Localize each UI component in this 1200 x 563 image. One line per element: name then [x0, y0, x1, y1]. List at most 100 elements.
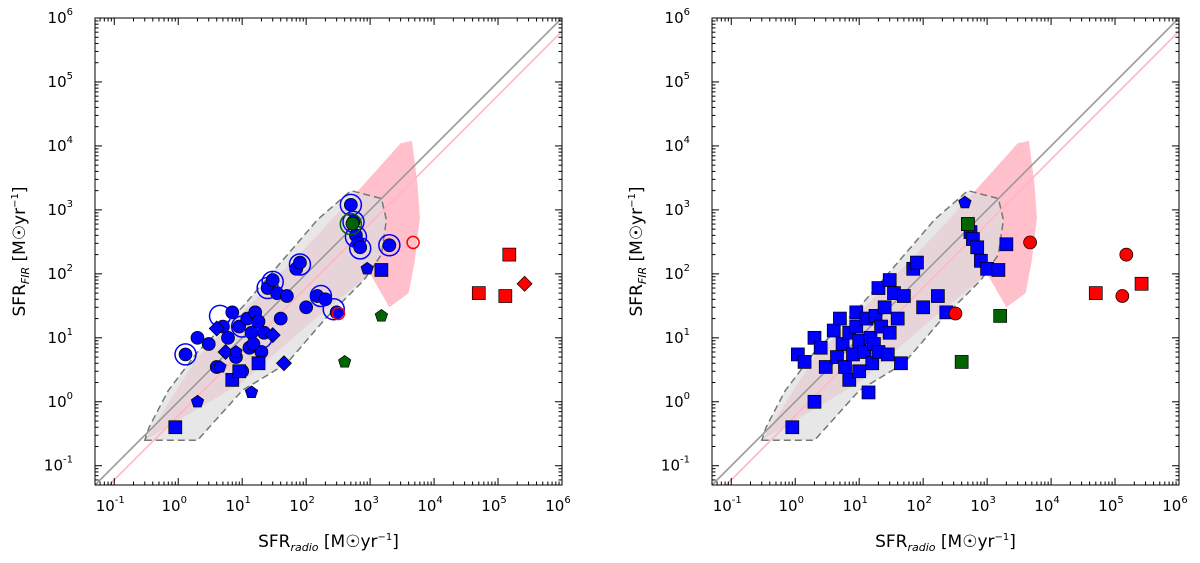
plot-area	[95, 18, 562, 485]
blue-square-point	[833, 311, 847, 326]
green-pentagon-point	[338, 354, 352, 368]
blue-ringed-point	[322, 297, 345, 321]
green-circle-point	[345, 216, 360, 231]
blue-square-point	[931, 289, 945, 303]
x-tick-label: 101	[842, 495, 867, 515]
plot-frame	[94, 17, 563, 486]
blue-square-point	[168, 420, 183, 435]
blue-square-point	[818, 360, 833, 374]
red-open-circle-point	[331, 306, 346, 321]
y-tick-label: 10-1	[44, 455, 73, 475]
blue-pentagon-point	[244, 385, 259, 399]
blue-square-point	[852, 364, 867, 379]
blue-square-point	[970, 240, 985, 255]
blue-circle-point	[382, 238, 397, 253]
blue-circle-point	[225, 305, 240, 320]
green-square-point	[993, 309, 1008, 323]
red-circle-point	[948, 306, 963, 321]
x-tick-label: 103	[353, 495, 378, 515]
blue-square-point	[880, 347, 895, 362]
y-tick-label: 103	[48, 199, 73, 219]
blue-square-point	[890, 311, 905, 326]
blue-ringed-point	[348, 237, 372, 260]
blue-square-point	[813, 340, 828, 355]
x-tick-label: 102	[289, 495, 314, 515]
red-open-circle-point	[406, 235, 420, 250]
y-tick-label: 106	[665, 7, 690, 27]
blue-ringed-point	[339, 193, 363, 217]
blue-square-point	[991, 263, 1006, 277]
plot-area	[712, 18, 1179, 485]
blue-circle-point	[190, 330, 205, 345]
blue-diamond-point	[275, 355, 292, 372]
red-square-point	[471, 286, 486, 300]
x-tick-label: 104	[1034, 495, 1059, 515]
blue-square-point	[882, 273, 897, 287]
y-tick-label: 104	[48, 135, 73, 155]
y-tick-label: 10-1	[661, 455, 690, 475]
blue-square-point	[232, 364, 247, 379]
blue-pentagon-point	[190, 394, 205, 408]
blue-pentagon-point	[360, 261, 374, 275]
y-tick-label: 101	[665, 327, 690, 347]
green-square-point	[961, 217, 975, 231]
blue-diamond-point	[208, 320, 225, 337]
red-circle-point	[1119, 247, 1134, 262]
blue-square-point	[797, 355, 812, 369]
blue-circle-point	[178, 347, 193, 362]
y-axis-label: SFRFIR [M☉yr−1]	[627, 187, 649, 317]
x-axis-label: SFRradio [M☉yr−1]	[258, 532, 399, 554]
green-pentagon-point	[374, 308, 389, 322]
x-tick-label: 101	[225, 495, 250, 515]
right-panel: 10-1 100 101 102 103 104 105 106 10-1 100 101 102 10…	[627, 7, 1188, 554]
x-tick-label: 104	[417, 495, 442, 515]
blue-circle-point	[344, 197, 358, 212]
blue-square-point	[999, 237, 1014, 252]
blue-circle-point	[299, 300, 313, 315]
blue-circle-point	[273, 311, 288, 326]
blue-ringed-point	[342, 210, 365, 234]
y-tick-label: 105	[665, 71, 690, 91]
x-tick-label: 100	[778, 495, 803, 515]
blue-circle-point	[201, 337, 216, 351]
one-to-one-line	[95, 18, 562, 485]
blue-circle-point	[280, 289, 294, 303]
fit-relation-line	[725, 30, 1179, 485]
blue-square-point	[897, 289, 911, 303]
red-square-point	[1088, 286, 1103, 300]
green-ring-point	[339, 212, 363, 236]
left-panel: 10-1 100 101 102 103 104 105 106 10-1 100 101 102 10…	[10, 7, 571, 554]
blue-circle-point	[293, 255, 307, 270]
blue-ringed-point	[261, 270, 284, 294]
y-tick-label: 103	[665, 199, 690, 219]
red-circle-point	[1023, 235, 1037, 250]
red-square-point	[1134, 276, 1149, 291]
blue-ringed-point	[309, 284, 333, 308]
y-tick-label: 106	[48, 7, 73, 27]
y-tick-label: 102	[48, 263, 73, 283]
y-tick-label: 100	[665, 391, 690, 411]
blue-ringed-point	[174, 343, 197, 366]
green-square-point	[954, 355, 969, 369]
blue-ringed-point	[378, 234, 401, 257]
y-tick-label: 104	[665, 135, 690, 155]
y-tick-label: 101	[48, 327, 73, 347]
x-tick-label: 10-1	[713, 495, 742, 515]
blue-square-point	[877, 300, 892, 315]
y-axis-label: SFRFIR [M☉yr−1]	[10, 187, 32, 317]
x-tick-label: 105	[481, 495, 506, 515]
blue-square-point	[882, 325, 897, 340]
one-to-one-line	[712, 18, 1179, 485]
blue-square-point	[785, 420, 800, 435]
blue-diamond-point	[264, 327, 281, 344]
x-tick-label: 100	[161, 495, 186, 515]
blue-square-point	[916, 300, 930, 315]
x-axis-label: SFRradio [M☉yr−1]	[875, 532, 1016, 554]
blue-ringed-point	[256, 276, 279, 300]
blue-square-point	[894, 356, 908, 371]
plot-frame	[711, 17, 1180, 486]
blue-pentagon-point	[213, 360, 227, 373]
fit-relation-line	[108, 30, 562, 485]
blue-square-point	[807, 394, 822, 409]
